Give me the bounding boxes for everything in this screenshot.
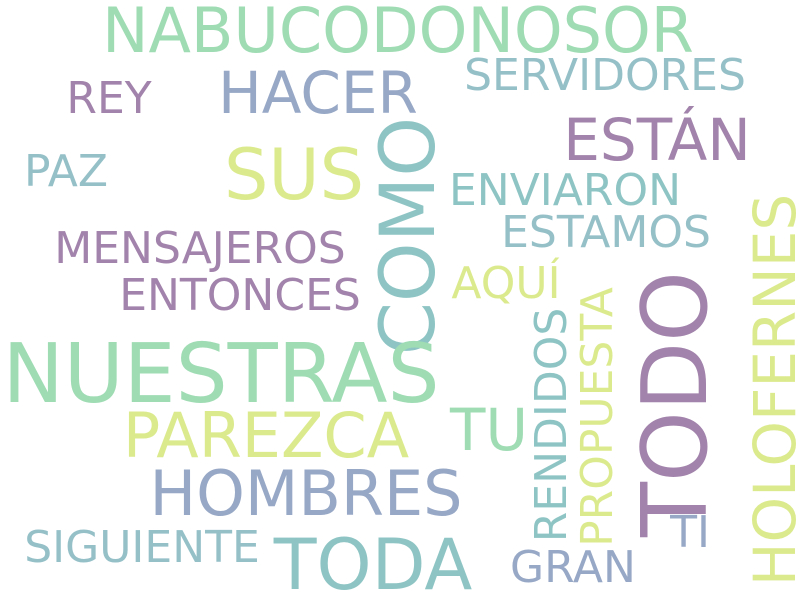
word-siguiente: SIGUIENTE	[24, 522, 260, 573]
word-enviaron: ENVIARON	[448, 165, 682, 216]
word-toda: TODA	[273, 524, 473, 600]
word-aqui: AQUÍ	[451, 258, 561, 309]
word-todo: TODO	[623, 271, 728, 537]
word-parezca: PAREZCA	[122, 399, 410, 472]
word-entonces: ENTONCES	[119, 270, 361, 321]
word-nabucodonosor: NABUCODONOSOR	[102, 0, 694, 67]
word-estan: ESTÁN	[563, 106, 751, 174]
word-hombres: HOMBRES	[149, 457, 463, 530]
word-propuesta: PROPUESTA	[572, 287, 623, 547]
word-gran: GRAN	[510, 542, 636, 593]
word-mensajeros: MENSAJEROS	[54, 223, 346, 274]
word-rendidos: RENDIDOS	[526, 307, 577, 543]
word-nuestras: NUESTRAS	[2, 327, 440, 422]
word-estamos: ESTAMOS	[501, 207, 711, 258]
word-ti: TI	[670, 507, 710, 558]
word-servidores: SERVIDORES	[464, 50, 746, 101]
word-como: COMO	[363, 116, 452, 356]
word-paz: PAZ	[24, 146, 108, 197]
word-sus: SUS	[223, 134, 365, 216]
word-holofernes: HOLOFERNES	[741, 193, 800, 587]
word-tu: TU	[450, 396, 528, 464]
word-hacer: HACER	[218, 59, 418, 127]
word-rey: REY	[66, 73, 152, 124]
